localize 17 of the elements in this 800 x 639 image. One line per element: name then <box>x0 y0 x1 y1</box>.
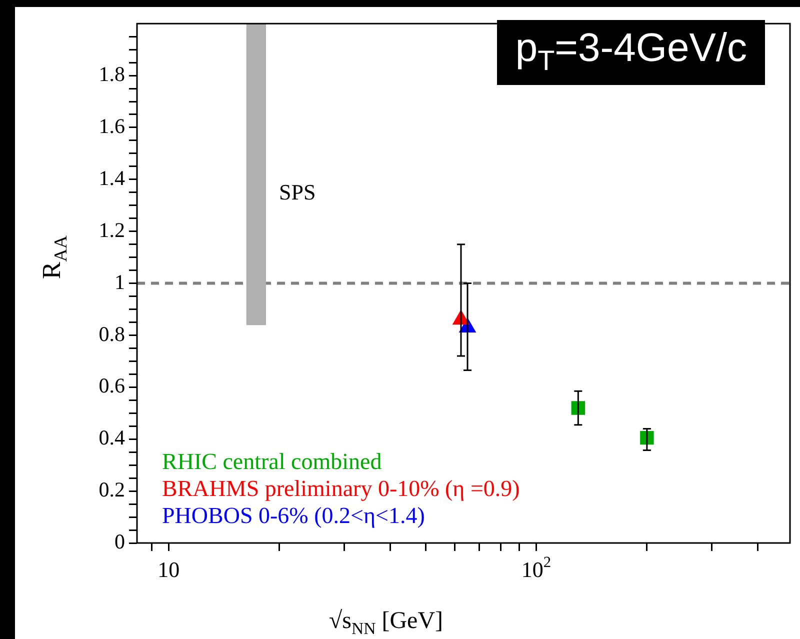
y-tick-label: 0.2 <box>98 478 125 502</box>
y-tick-label: 1 <box>114 270 125 294</box>
chart-title: p$_{T}$=3-4GeV/c <box>497 20 765 85</box>
y-tick-label: 0.4 <box>98 426 126 450</box>
y-tick-label: 1.2 <box>98 218 125 242</box>
y-tick-label: 0.6 <box>98 374 125 398</box>
y-tick-label: 0 <box>114 530 125 554</box>
text: PHOBOS 0-6% (0.2<η<1.4) <box>162 503 425 528</box>
text: BRAHMS preliminary 0-10% (η =0.9) <box>162 476 520 501</box>
y-tick-label: 1.8 <box>98 62 125 86</box>
y-tick-label: 0.8 <box>98 322 125 346</box>
y-tick-label: 1.6 <box>98 114 125 138</box>
text: RHIC central combined <box>162 449 382 474</box>
x-tick-label: 10 <box>158 557 180 582</box>
y-tick-label: 1.4 <box>98 166 126 190</box>
y-axis-title: RAA <box>37 236 70 280</box>
annotation: SPS <box>279 180 316 205</box>
